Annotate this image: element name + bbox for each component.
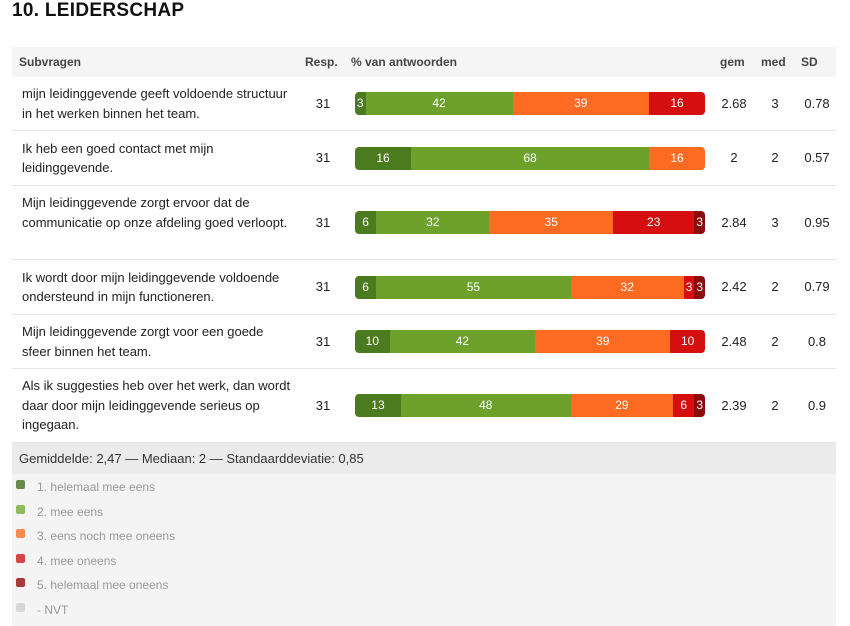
bar-segment-2: 68 [411,146,649,170]
legend-swatch [16,480,25,489]
legend-item: - NVT [12,601,836,626]
mean-value: 2.42 [721,279,747,294]
bar-segment-4: 3 [683,275,695,299]
bar-segment-1: 6 [355,275,377,299]
bar-segment-4: 16 [649,92,705,115]
bar-segment-3: 16 [649,146,705,170]
mean-value: 2.68 [721,95,747,111]
sd-value: 0.9 [807,397,827,413]
mean-value: 2.48 [721,333,747,349]
legend-item: 4. mee oneens [12,552,836,577]
legend-label: - NVT [37,602,69,617]
median-value: 3 [771,214,779,230]
bar-segment-3: 35 [489,211,614,234]
legend-swatch [16,553,25,563]
median-value: 3 [771,95,779,111]
table-row: Mijn leidinggevende zorgt ervoor dat de … [12,186,836,260]
table-row: Mijn leidinggevende zorgt voor een goede… [12,315,836,369]
header-pct: % van antwoorden [351,55,458,69]
table-row: mijn leidinggevende geeft voldoende stru… [12,77,836,131]
bar-segment-4: 23 [613,211,695,234]
mean-value: 2 [730,150,738,165]
sd-value: 0.57 [804,150,830,165]
legend-item: 2. mee eens [12,503,836,528]
header-mean: gem [720,55,745,69]
bar-segment-2: 42 [389,330,536,353]
question-text: Ik heb een goed contact met mijn leiding… [22,140,214,176]
median-value: 2 [771,397,779,413]
section-title: 10. LEIDERSCHAP [12,0,185,21]
bar-segment-1: 10 [355,330,390,353]
median-value: 2 [771,333,779,349]
response-count: 31 [315,397,331,413]
stacked-bar: 6 55 32 3 3 [355,275,705,299]
bar-segment-5: 3 [694,211,705,234]
stacked-bar: 6 32 35 23 3 [355,211,705,234]
stacked-bar: 3 42 39 16 [355,92,705,115]
legend-label: 2. mee eens [37,504,104,519]
question-text: Mijn leidinggevende zorgt voor een goede… [22,324,264,359]
median-value: 2 [771,279,779,294]
sd-value: 0.8 [807,333,827,349]
legend-item: 5. helemaal mee oneens [12,576,836,601]
legend-item: 3. eens noch mee oneens [12,527,836,552]
question-text: Als ik suggesties heb over het werk, dan… [22,378,291,433]
legend-swatch [16,602,25,612]
bar-segment-5: 3 [694,275,705,299]
sd-value: 0.78 [804,95,830,111]
legend: 1. helemaal mee eens 2. mee eens 3. eens n… [12,474,836,626]
bar-segment-3: 39 [512,92,649,115]
response-count: 31 [315,150,331,165]
bar-segment-1: 3 [355,92,366,115]
summary-stats: Gemiddelde: 2,47 — Mediaan: 2 — Standaar… [12,443,836,474]
bar-segment-1: 16 [355,146,411,170]
legend-label: 4. mee oneens [37,553,117,568]
bar-segment-2: 42 [365,92,513,115]
header-median: med [761,55,786,69]
legend-swatch [16,504,25,514]
table-row: Ik wordt door mijn leidinggevende voldoe… [12,260,836,315]
bar-segment-2: 55 [376,275,571,299]
median-value: 2 [771,150,779,165]
legend-swatch [16,578,25,587]
header-question: Subvragen [19,55,82,69]
legend-item: 1. helemaal mee eens [12,478,836,503]
bar-segment-3: 29 [570,394,674,417]
mean-value: 2.39 [721,397,747,413]
bar-segment-2: 48 [400,394,571,417]
legend-swatch [16,529,25,538]
question-text: Mijn leidinggevende zorgt ervoor dat de … [22,195,288,230]
legend-label: 3. eens noch mee oneens [37,529,176,543]
question-text: Ik wordt door mijn leidinggevende voldoe… [22,269,280,305]
bar-segment-4: 10 [670,330,705,353]
bar-segment-5: 3 [694,394,705,417]
response-count: 31 [315,214,331,230]
results-table: Subvragen Resp. % van antwoorden gem med… [12,47,836,626]
stacked-bar: 13 48 29 6 3 [355,394,705,417]
bar-segment-3: 39 [535,330,671,353]
mean-value: 2.84 [721,214,747,230]
header-sd: SD [801,55,818,69]
bar-segment-4: 6 [673,394,695,417]
sd-value: 0.95 [804,214,830,230]
bar-segment-1: 6 [355,211,377,234]
question-text: mijn leidinggevende geeft voldoende stru… [22,86,288,121]
response-count: 31 [315,333,331,349]
table-row: Als ik suggesties heb over het werk, dan… [12,369,836,443]
stacked-bar: 16 68 16 [355,146,705,170]
bar-segment-1: 13 [355,394,401,417]
table-row: Ik heb een goed contact met mijn leiding… [12,131,836,186]
legend-label: 5. helemaal mee oneens [37,578,169,592]
sd-value: 0.79 [804,279,830,294]
bar-segment-2: 32 [376,211,490,234]
response-count: 31 [315,95,331,111]
bar-segment-3: 32 [570,275,684,299]
header-resp: Resp. [305,55,338,69]
legend-label: 1. helemaal mee eens [37,480,156,494]
table-header: Subvragen Resp. % van antwoorden gem med… [12,47,836,77]
response-count: 31 [315,279,331,294]
stacked-bar: 10 42 39 10 [355,330,705,353]
